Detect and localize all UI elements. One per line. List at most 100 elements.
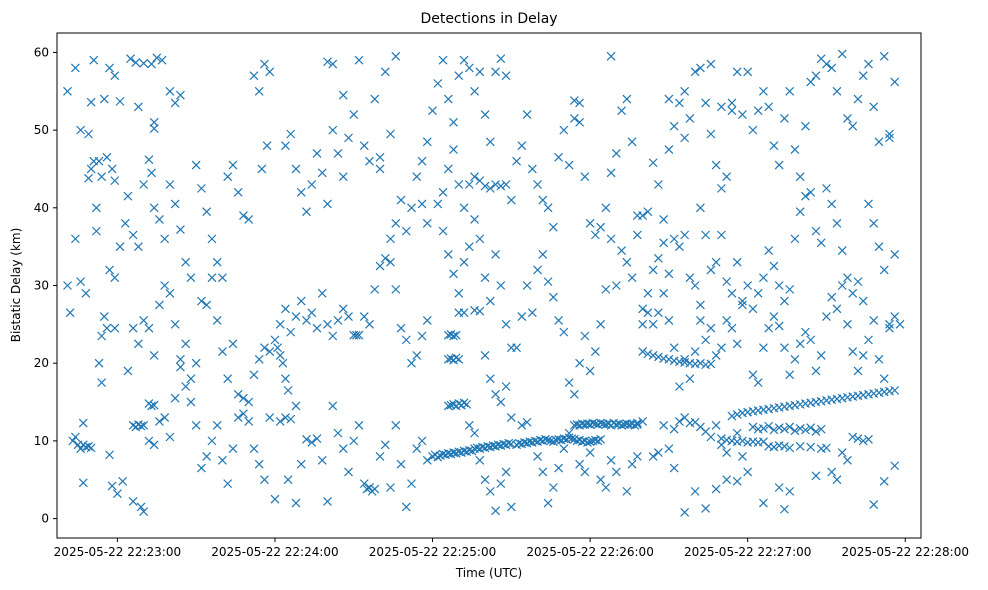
data-point	[879, 265, 889, 275]
data-point	[86, 164, 96, 174]
data-point	[864, 199, 873, 209]
data-point	[869, 102, 879, 112]
data-point	[491, 389, 500, 399]
data-point	[170, 319, 180, 329]
data-point	[879, 476, 889, 486]
data-point	[554, 316, 564, 325]
data-point	[785, 422, 795, 432]
data-point	[585, 448, 595, 457]
data-point	[822, 183, 831, 193]
data-point	[68, 436, 78, 446]
data-point	[254, 354, 264, 364]
data-point	[706, 59, 716, 69]
data-point	[879, 51, 889, 61]
data-point	[695, 358, 705, 368]
data-point	[533, 451, 543, 461]
data-point	[428, 106, 437, 116]
data-point	[722, 277, 732, 287]
data-point	[89, 156, 99, 166]
data-point	[443, 401, 453, 411]
data-point	[202, 451, 212, 461]
data-point	[732, 428, 742, 438]
data-point	[559, 327, 569, 337]
data-point	[806, 335, 816, 345]
data-point	[422, 137, 432, 147]
data-point	[522, 417, 532, 427]
data-point	[328, 59, 338, 69]
data-point	[617, 246, 627, 255]
data-point	[154, 417, 164, 426]
data-point	[70, 234, 80, 244]
data-point	[895, 319, 905, 329]
data-point	[139, 180, 149, 189]
data-point	[695, 316, 705, 325]
data-point	[417, 436, 427, 446]
data-point	[186, 273, 196, 283]
data-point	[606, 168, 616, 178]
data-point	[128, 323, 138, 333]
data-point	[380, 67, 390, 77]
data-point	[669, 234, 679, 244]
data-point	[769, 141, 779, 151]
data-point	[97, 378, 107, 388]
y-tick-label: 20	[34, 356, 49, 370]
data-point	[149, 203, 159, 213]
data-point	[433, 199, 443, 209]
data-point	[727, 106, 737, 116]
data-point	[590, 347, 600, 356]
data-point	[706, 323, 716, 333]
data-point	[286, 129, 296, 139]
data-point	[611, 467, 621, 477]
data-point	[443, 94, 453, 104]
data-point	[496, 181, 506, 191]
data-point	[669, 463, 679, 473]
data-point	[674, 242, 684, 252]
data-point	[706, 359, 716, 369]
data-point	[853, 366, 863, 376]
data-point	[417, 156, 427, 166]
data-point	[496, 479, 506, 489]
data-point	[120, 218, 130, 228]
data-point	[585, 437, 595, 447]
data-point	[848, 288, 858, 298]
data-point	[354, 330, 364, 340]
data-point	[596, 319, 606, 329]
data-point	[475, 67, 485, 77]
data-point	[648, 350, 658, 360]
data-point	[105, 450, 114, 460]
data-point	[76, 125, 86, 135]
data-point	[685, 374, 695, 384]
data-point	[401, 502, 411, 512]
data-point	[727, 323, 737, 333]
data-point	[569, 96, 579, 106]
data-point	[711, 160, 721, 170]
data-point	[674, 98, 684, 108]
data-point	[737, 300, 747, 310]
data-point	[774, 483, 784, 492]
data-point	[538, 195, 548, 205]
data-point	[506, 195, 516, 205]
data-point	[126, 54, 135, 64]
data-point	[680, 507, 690, 517]
data-point	[506, 502, 516, 512]
data-point	[212, 257, 222, 267]
data-point	[302, 316, 311, 325]
data-point	[254, 459, 264, 469]
data-point	[753, 106, 763, 116]
data-point	[459, 55, 469, 65]
data-point	[270, 335, 280, 345]
data-point	[517, 141, 527, 151]
data-point	[170, 98, 180, 108]
data-point	[611, 281, 621, 290]
data-point	[716, 102, 726, 112]
data-point	[223, 172, 233, 182]
data-point	[785, 370, 795, 380]
data-point	[296, 187, 306, 197]
data-point	[239, 409, 248, 419]
data-point	[653, 180, 663, 189]
data-point	[885, 129, 894, 139]
data-point	[690, 67, 700, 77]
data-point	[748, 304, 758, 314]
data-point	[491, 506, 500, 516]
data-point	[716, 230, 726, 240]
